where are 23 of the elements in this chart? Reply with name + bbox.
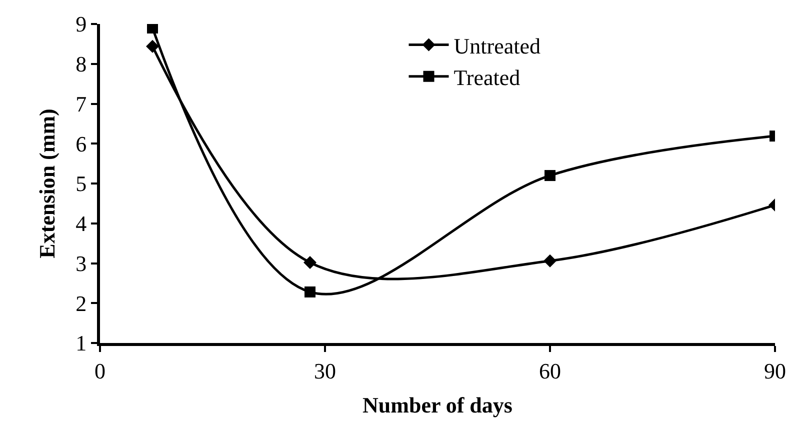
point [544,254,556,268]
x-tick-label: 90 [764,358,786,384]
y-tick-label: 4 [76,211,87,236]
point [304,286,316,298]
point [304,256,316,269]
point [146,40,159,53]
x-tick-label: 0 [94,358,106,384]
y-tick-label: 2 [76,290,87,316]
y-tick-label: 3 [76,250,87,276]
y-tick-label: 9 [76,12,87,37]
y-tick-label: 1 [76,330,87,356]
y-tick-label: 7 [76,91,87,116]
x-axis-title: Number of days [362,392,513,418]
legend-label: Treated [454,64,520,90]
y-axis-title: Extension (mm) [34,108,60,258]
x-tick-label: 60 [539,358,561,384]
y-tick-label: 6 [76,131,87,156]
x-tick-label: 30 [314,358,336,384]
y-tick-label: 8 [76,52,87,77]
point [544,170,556,182]
y-tick-label: 5 [76,171,87,196]
legend-label: Untreated [454,33,540,58]
point [147,24,158,34]
